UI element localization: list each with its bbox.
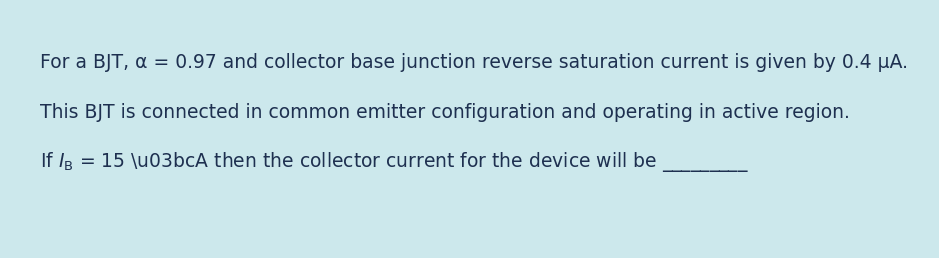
Text: This BJT is connected in common emitter configuration and operating in active re: This BJT is connected in common emitter … — [40, 102, 850, 122]
Text: For a BJT, α = 0.97 and collector base junction reverse saturation current is gi: For a BJT, α = 0.97 and collector base j… — [40, 52, 908, 71]
Text: If $I_{\mathregular{B}}$ = 15 \u03bcA then the collector current for the device : If $I_{\mathregular{B}}$ = 15 \u03bcA th… — [40, 150, 749, 174]
